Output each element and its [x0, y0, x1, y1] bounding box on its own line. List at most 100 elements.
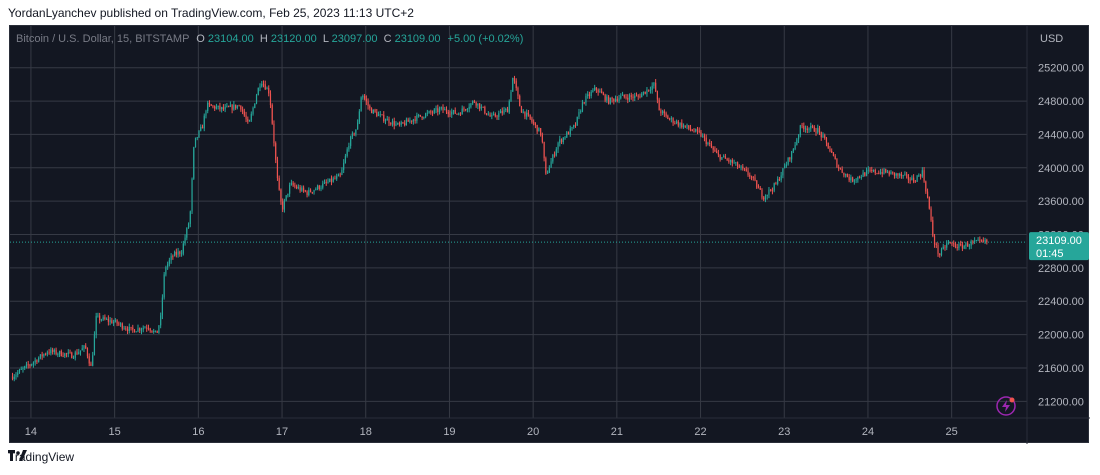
candle-body	[829, 148, 831, 152]
candle-body	[440, 107, 442, 109]
candle-body	[630, 95, 632, 97]
candle-body	[501, 111, 503, 114]
candle-body	[421, 116, 423, 119]
candle-body	[123, 328, 125, 330]
candle-body	[946, 243, 948, 248]
candle-body	[39, 354, 41, 358]
candle-body	[38, 357, 40, 362]
candle-body	[477, 103, 479, 106]
candle-body	[914, 181, 916, 183]
candle-body	[621, 94, 624, 96]
candle-body	[974, 240, 976, 242]
candle-body	[789, 157, 791, 160]
candle-body	[874, 169, 876, 174]
candle-body	[693, 130, 695, 132]
candle-body	[228, 106, 230, 107]
candle-body	[64, 353, 66, 357]
candle-body	[620, 95, 622, 99]
candle-body	[491, 115, 493, 117]
candlestick-chart[interactable]: 21200.00 21600.00 22000.00 22400.00 22800.00…	[10, 26, 1090, 444]
candle-body	[201, 126, 204, 129]
candle-body	[780, 175, 782, 181]
candle-body	[669, 119, 671, 120]
candle-body	[958, 244, 960, 248]
candle-body	[670, 118, 672, 120]
candle-body	[362, 96, 364, 98]
candle-body	[104, 317, 106, 320]
candle-body	[107, 318, 109, 322]
candle-body	[913, 177, 915, 182]
candle-body	[925, 181, 927, 192]
candle-body	[773, 183, 775, 191]
price-tick-label: 24800.00	[1038, 96, 1084, 108]
candle-body	[557, 143, 559, 150]
candle-body	[559, 139, 561, 144]
candle-body	[710, 144, 713, 148]
candle-body	[179, 251, 181, 254]
candle-body	[574, 125, 577, 126]
candle-body	[623, 94, 625, 97]
candle-body	[465, 109, 467, 111]
candle-body	[97, 315, 99, 317]
candle-body	[57, 353, 59, 355]
last-price-tag: 23109.00 01:45	[1029, 232, 1089, 261]
candle-body	[337, 174, 340, 177]
candle-body	[459, 113, 462, 115]
candle-body	[81, 348, 83, 351]
candle-body	[797, 135, 800, 140]
candle-body	[374, 109, 376, 112]
candle-body	[618, 98, 620, 101]
candle-body	[510, 91, 512, 102]
candle-body	[667, 115, 669, 120]
candle-body	[412, 119, 414, 122]
candle-body	[304, 190, 306, 192]
candle-body	[747, 170, 749, 175]
candle-body	[313, 190, 315, 193]
candle-body	[153, 330, 155, 333]
candle-body	[191, 178, 193, 212]
candle-body	[346, 149, 348, 157]
candle-body	[168, 260, 170, 264]
publish-attribution: YordanLyanchev published on TradingView.…	[8, 6, 414, 20]
candle-body	[390, 123, 392, 125]
candle-body	[653, 82, 655, 86]
candle-body	[651, 85, 653, 91]
candle-body	[599, 91, 601, 93]
candle-body	[724, 156, 726, 159]
lightning-icon[interactable]	[996, 396, 1016, 416]
candle-body	[787, 157, 789, 165]
candle-body	[418, 114, 420, 116]
time-tick-label: 14	[25, 426, 37, 438]
candle-body	[160, 315, 162, 326]
candle-body	[756, 180, 758, 188]
candle-body	[743, 168, 746, 170]
candle-body	[541, 134, 543, 142]
candle-body	[508, 101, 510, 113]
candle-body	[485, 113, 488, 115]
candle-body	[663, 111, 665, 114]
candle-body	[853, 180, 855, 182]
candle-body	[154, 330, 157, 332]
candle-body	[116, 319, 118, 324]
open-label: O	[196, 33, 205, 45]
high-value: 23120.00	[271, 33, 317, 45]
candle-body	[517, 87, 519, 96]
candle-body	[363, 96, 366, 99]
time-axis[interactable]: 14 15 16 17 18 19 20 21 22 23 24 25	[25, 426, 958, 438]
candle-body	[869, 169, 871, 171]
candle-body	[126, 329, 129, 331]
candle-body	[972, 241, 974, 243]
candle-body	[451, 111, 453, 115]
candle-body	[893, 172, 896, 176]
candle-body	[852, 177, 854, 182]
candle-body	[942, 246, 944, 249]
candle-body	[862, 172, 864, 177]
candle-body	[147, 328, 150, 329]
symbol-label: Bitcoin / U.S. Dollar, 15, BITSTAMP	[16, 33, 189, 45]
candle-body	[334, 178, 336, 180]
chart-panel[interactable]: 21200.00 21600.00 22000.00 22400.00 22800.00…	[9, 25, 1090, 444]
candle-body	[595, 87, 598, 90]
candle-body	[15, 374, 17, 377]
candle-body	[822, 135, 824, 138]
candle-body	[665, 113, 667, 116]
